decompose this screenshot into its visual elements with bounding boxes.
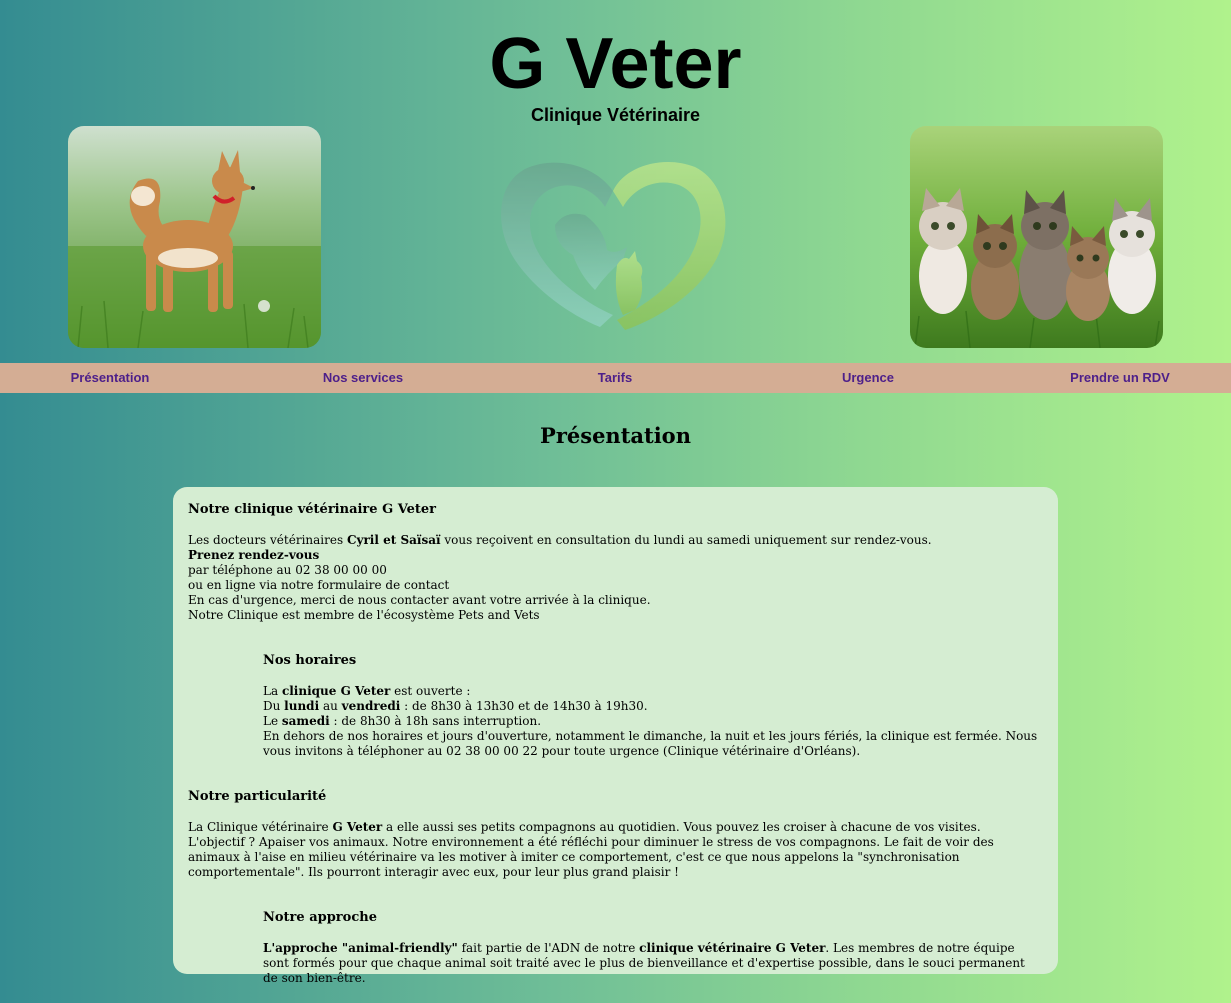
particularity-text: La Clinique vétérinaire G Veter a elle a… <box>188 820 1043 880</box>
text: . Les membres de notre équipe sont formé… <box>263 941 1025 985</box>
closed-notice: En dehors de nos horaires et jours d'ouv… <box>263 729 1038 758</box>
text: Le <box>263 714 282 728</box>
vets-names: Cyril et Saïsaï <box>346 533 441 547</box>
day: samedi <box>281 714 330 728</box>
section-title: Présentation <box>540 423 691 448</box>
approach-block: Notre approche L'approche "animal-friend… <box>188 910 1043 986</box>
site-subtitle: Clinique Vétérinaire <box>530 105 701 125</box>
online-line: ou en ligne via notre formulaire de cont… <box>188 578 450 592</box>
nav-link-tarifs[interactable]: Tarifs <box>597 370 633 385</box>
hours-text: La clinique G Veter est ouverte : Du lun… <box>263 684 1043 759</box>
text: La <box>263 684 282 698</box>
text: fait partie de l'ADN de notre <box>457 941 640 955</box>
clinic-text: Les docteurs vétérinaires Cyril et Saïsa… <box>188 533 1043 623</box>
phone-line: par téléphone au 02 38 00 00 00 <box>188 563 387 577</box>
nav-link-urgence[interactable]: Urgence <box>841 370 895 385</box>
text: : de 8h30 à 18h sans interruption. <box>329 714 542 728</box>
clinic-name: clinique vétérinaire G Veter <box>639 941 826 955</box>
hours-heading: Nos horaires <box>263 653 357 668</box>
text: au <box>319 699 342 713</box>
text: Les docteurs vétérinaires <box>188 533 347 547</box>
appointment-label: Prenez rendez-vous <box>188 548 320 562</box>
kittens-photo <box>910 126 1163 348</box>
approach-label: L'approche "animal-friendly" <box>263 941 458 955</box>
approach-text: L'approche "animal-friendly" fait partie… <box>263 941 1043 986</box>
objective-text: L'objectif ? Apaiser vos animaux. Notre … <box>188 835 994 879</box>
day: vendredi <box>341 699 401 713</box>
nav-link-services[interactable]: Nos services <box>322 370 404 385</box>
clinic-name: clinique G Veter <box>281 684 391 698</box>
text: a elle aussi ses petits compagnons au qu… <box>382 820 981 834</box>
heart-pets-logo <box>495 155 731 330</box>
main-nav: Présentation Nos services Tarifs Urgence… <box>0 363 1231 393</box>
member-line: Notre Clinique est membre de l'écosystèm… <box>188 608 540 622</box>
site-title: G Veter <box>489 24 742 104</box>
day: lundi <box>284 699 320 713</box>
hours-block: Nos horaires La clinique G Veter est ouv… <box>188 653 1043 759</box>
shiba-dog-photo <box>68 126 321 348</box>
text: Du <box>263 699 285 713</box>
text: La Clinique vétérinaire <box>188 820 333 834</box>
emergency-line: En cas d'urgence, merci de nous contacte… <box>188 593 651 607</box>
particularity-heading: Notre particularité <box>188 789 327 804</box>
clinic-heading: Notre clinique vétérinaire G Veter <box>188 502 436 517</box>
text: vous reçoivent en consultation du lundi … <box>440 533 932 547</box>
clinic-name: G Veter <box>332 820 383 834</box>
nav-link-presentation[interactable]: Présentation <box>70 370 150 385</box>
approach-heading: Notre approche <box>263 910 377 925</box>
text: : de 8h30 à 13h30 et de 14h30 à 19h30. <box>400 699 648 713</box>
presentation-card: Notre clinique vétérinaire G Veter Les d… <box>173 487 1058 985</box>
nav-link-rdv[interactable]: Prendre un RDV <box>1070 370 1170 385</box>
text: est ouverte : <box>390 684 471 698</box>
